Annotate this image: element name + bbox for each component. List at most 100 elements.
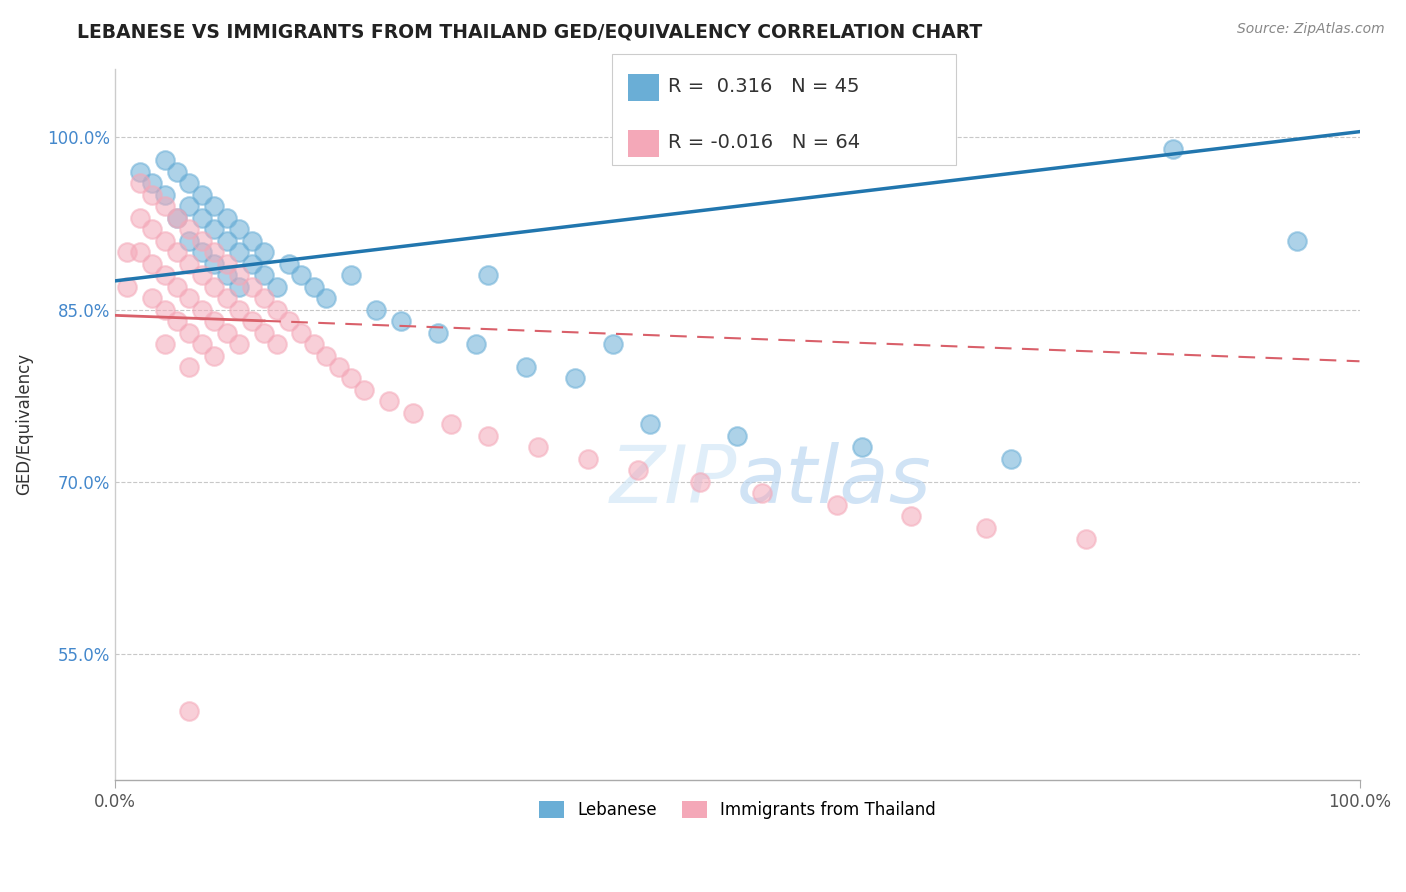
Text: atlas: atlas	[737, 442, 932, 520]
Point	[128, 245, 150, 260]
Point	[215, 234, 238, 248]
Point	[1074, 532, 1097, 546]
Point	[253, 326, 276, 340]
Point	[240, 257, 263, 271]
Point	[179, 199, 201, 213]
Point	[302, 337, 325, 351]
Point	[751, 486, 773, 500]
Point	[427, 326, 450, 340]
Point	[191, 302, 214, 317]
Point	[228, 302, 250, 317]
Point	[215, 291, 238, 305]
Y-axis label: GED/Equivalency: GED/Equivalency	[15, 353, 32, 495]
Point	[179, 234, 201, 248]
Point	[1161, 142, 1184, 156]
Point	[1286, 234, 1309, 248]
Point	[202, 199, 225, 213]
Point	[128, 165, 150, 179]
Point	[240, 234, 263, 248]
Point	[202, 257, 225, 271]
Point	[477, 429, 499, 443]
Point	[191, 268, 214, 282]
Point	[215, 211, 238, 225]
Point	[153, 187, 176, 202]
Point	[1000, 451, 1022, 466]
Point	[115, 245, 138, 260]
Point	[974, 521, 997, 535]
Point	[366, 302, 388, 317]
Point	[290, 268, 312, 282]
Point	[340, 371, 363, 385]
Point	[228, 268, 250, 282]
Text: R =  0.316   N = 45: R = 0.316 N = 45	[668, 77, 859, 96]
Point	[626, 463, 648, 477]
Point	[179, 257, 201, 271]
Point	[515, 359, 537, 374]
Point	[153, 337, 176, 351]
Point	[179, 222, 201, 236]
Point	[166, 245, 188, 260]
Point	[315, 291, 337, 305]
Point	[402, 406, 425, 420]
Point	[464, 337, 486, 351]
Point	[228, 222, 250, 236]
Point	[377, 394, 399, 409]
Point	[141, 222, 163, 236]
Legend: Lebanese, Immigrants from Thailand: Lebanese, Immigrants from Thailand	[531, 794, 942, 825]
Point	[215, 326, 238, 340]
Point	[564, 371, 586, 385]
Point	[315, 349, 337, 363]
Point	[141, 187, 163, 202]
Point	[228, 279, 250, 293]
Point	[141, 177, 163, 191]
Point	[179, 291, 201, 305]
Point	[179, 705, 201, 719]
Point	[228, 337, 250, 351]
Text: ZIP: ZIP	[610, 442, 737, 520]
Point	[851, 441, 873, 455]
Point	[141, 291, 163, 305]
Point	[353, 383, 375, 397]
Point	[166, 314, 188, 328]
Point	[576, 451, 599, 466]
Point	[179, 326, 201, 340]
Text: Source: ZipAtlas.com: Source: ZipAtlas.com	[1237, 22, 1385, 37]
Point	[725, 429, 748, 443]
Point	[202, 314, 225, 328]
Point	[340, 268, 363, 282]
Point	[202, 349, 225, 363]
Point	[191, 211, 214, 225]
Point	[240, 314, 263, 328]
Point	[440, 417, 463, 432]
Point	[253, 268, 276, 282]
Point	[602, 337, 624, 351]
Point	[179, 177, 201, 191]
Point	[215, 268, 238, 282]
Point	[191, 245, 214, 260]
Text: R = -0.016   N = 64: R = -0.016 N = 64	[668, 133, 860, 152]
Point	[115, 279, 138, 293]
Point	[141, 257, 163, 271]
Point	[166, 165, 188, 179]
Point	[240, 279, 263, 293]
Point	[153, 234, 176, 248]
Point	[253, 245, 276, 260]
Point	[153, 153, 176, 168]
Point	[179, 359, 201, 374]
Point	[228, 245, 250, 260]
Point	[153, 268, 176, 282]
Point	[166, 211, 188, 225]
Point	[266, 279, 288, 293]
Point	[266, 337, 288, 351]
Point	[128, 177, 150, 191]
Point	[153, 302, 176, 317]
Point	[202, 245, 225, 260]
Point	[128, 211, 150, 225]
Point	[302, 279, 325, 293]
Point	[900, 509, 922, 524]
Point	[191, 187, 214, 202]
Text: LEBANESE VS IMMIGRANTS FROM THAILAND GED/EQUIVALENCY CORRELATION CHART: LEBANESE VS IMMIGRANTS FROM THAILAND GED…	[77, 22, 983, 41]
Point	[166, 279, 188, 293]
Point	[638, 417, 661, 432]
Point	[191, 234, 214, 248]
